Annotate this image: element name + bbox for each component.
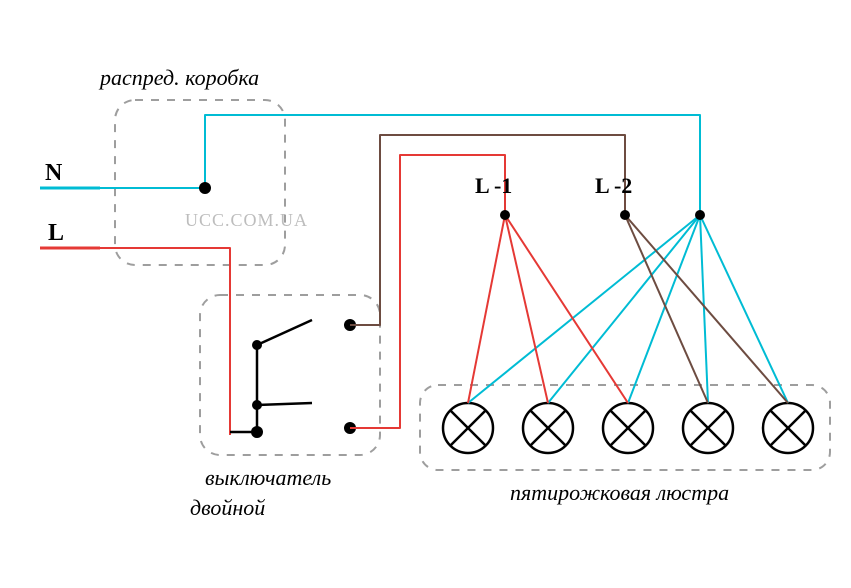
label-l2: L -2	[595, 173, 632, 199]
label-switch-2: двойной	[190, 495, 265, 521]
label-l: L	[48, 220, 64, 247]
label-switch-1: выключатель	[205, 465, 331, 491]
label-l1: L -1	[475, 173, 512, 199]
watermark: UCC.COM.UA	[185, 210, 308, 231]
label-chandelier: пятирожковая люстра	[510, 480, 729, 506]
label-n: N	[45, 160, 62, 187]
label-junction-box: распред. коробка	[100, 65, 259, 91]
